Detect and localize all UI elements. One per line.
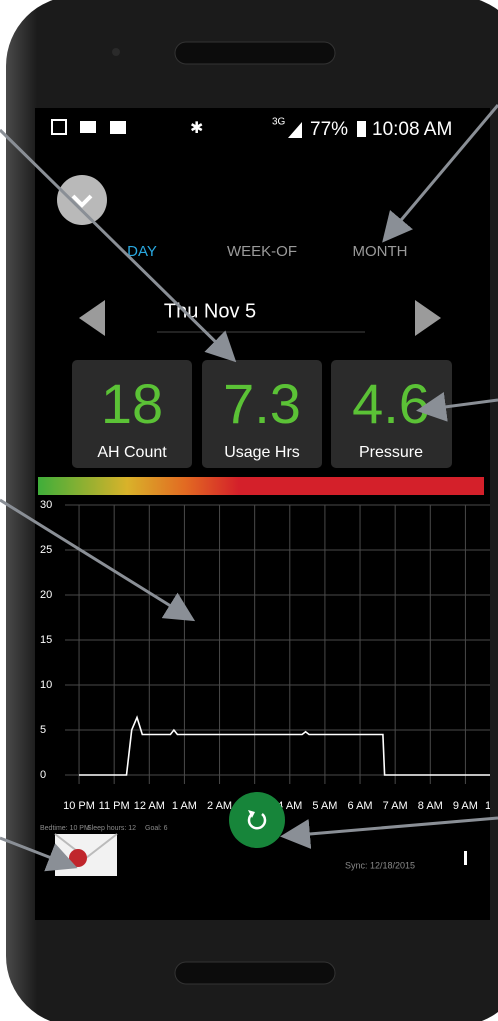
tab[interactable]: WEEK-OF [227,243,297,260]
tab[interactable]: MONTH [353,243,408,260]
screenshot: ✱ 3G 77% 10:08 AM DAY WEEK-OF MONTH Thu … [0,0,498,1021]
metric-label: Usage Hrs [224,444,300,461]
y-tick-label: 5 [40,724,46,736]
x-tick-label: 11 PM [99,800,130,812]
x-tick-label: 5 AM [312,800,337,812]
y-tick-label: 0 [40,769,46,781]
battery-percent: 77% [310,119,348,140]
speaker [175,962,335,984]
y-tick-label: 20 [40,589,52,601]
y-tick-label: 10 [40,679,52,691]
x-tick-label: 1 AM [172,800,197,812]
x-tick-label: 8 AM [418,800,443,812]
x-tick-label: 12 AM [134,800,165,812]
collapse-button[interactable] [57,175,107,225]
y-tick-label: 25 [40,544,52,556]
y-tick-label: 15 [40,634,52,646]
x-tick-label: 7 AM [383,800,408,812]
metric-value: 18 [101,372,163,435]
plot-area [65,505,490,784]
clock: 10:08 AM [372,119,452,140]
status-icon [110,121,126,134]
bluetooth-icon: ✱ [190,120,203,137]
metric-label: Pressure [359,444,423,461]
camera [112,48,120,56]
refresh-button[interactable] [229,792,285,848]
battery-icon [357,121,366,137]
metric-value: 7.3 [223,372,301,435]
sleep-info: Sleep hours: 12 [87,825,136,832]
x-tick-label: 10 PM [63,800,95,812]
x-tick-label: 6 AM [348,800,373,812]
x-tick-label: 2 AM [207,800,232,812]
y-tick-label: 30 [40,499,52,511]
sleep-info: Goal: 6 [145,825,168,832]
metric-value: 4.6 [352,372,430,435]
metric-label: AH Count [97,444,167,461]
x-tick-label: 9 AM [453,800,478,812]
network-type: 3G [272,117,286,128]
cursor-mark [464,851,467,865]
sleep-info: Bedtime: 10 PM [40,825,90,832]
status-icon [80,121,96,133]
speaker [175,42,335,64]
pressure-meter [38,477,484,495]
sync-label: Sync: 12/18/2015 [345,860,415,870]
